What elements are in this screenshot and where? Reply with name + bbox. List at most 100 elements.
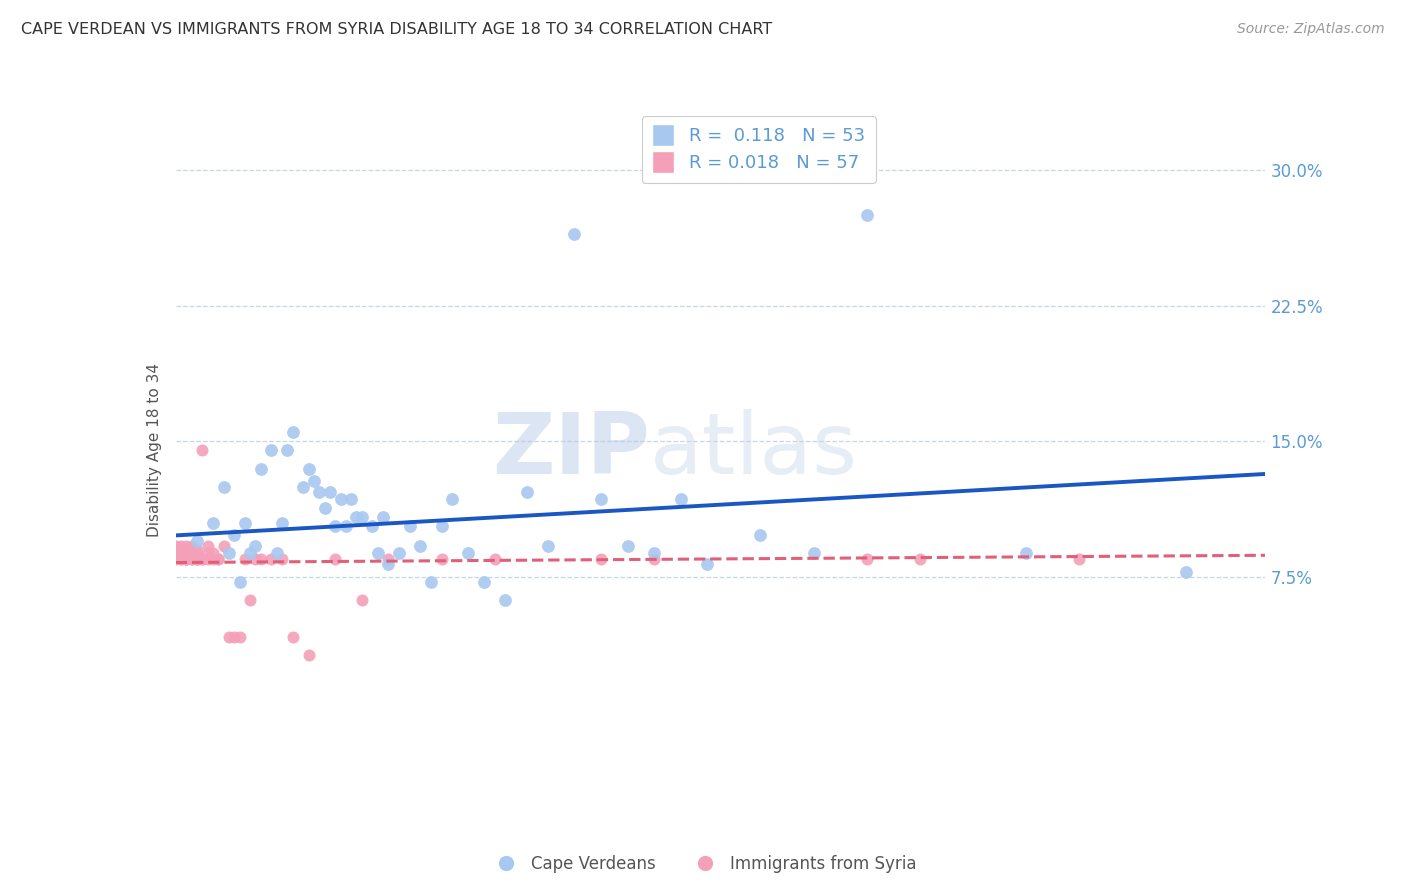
- Point: [186, 552, 208, 566]
- Point: [643, 552, 665, 566]
- Point: [207, 552, 229, 566]
- Point: [180, 552, 202, 566]
- Point: [564, 227, 586, 241]
- Point: [186, 546, 208, 561]
- Point: [314, 501, 336, 516]
- Point: [589, 492, 612, 507]
- Point: [271, 552, 294, 566]
- Point: [302, 474, 325, 488]
- Point: [298, 648, 321, 662]
- Point: [1174, 565, 1197, 579]
- Point: [260, 443, 283, 458]
- Point: [643, 546, 665, 561]
- Point: [191, 552, 214, 566]
- Point: [335, 519, 357, 533]
- Point: [233, 552, 256, 566]
- Point: [271, 516, 294, 530]
- Point: [165, 546, 187, 561]
- Point: [218, 630, 240, 644]
- Point: [186, 542, 208, 557]
- Point: [170, 552, 193, 566]
- Point: [176, 539, 198, 553]
- Point: [589, 552, 612, 566]
- Point: [224, 630, 246, 644]
- Point: [398, 519, 420, 533]
- Point: [346, 510, 368, 524]
- Point: [218, 546, 240, 561]
- Point: [197, 539, 219, 553]
- Point: [186, 533, 208, 548]
- Point: [249, 461, 271, 475]
- Point: [908, 552, 931, 566]
- Point: [803, 546, 825, 561]
- Point: [323, 552, 346, 566]
- Point: [197, 546, 219, 561]
- Legend: Cape Verdeans, Immigrants from Syria: Cape Verdeans, Immigrants from Syria: [482, 848, 924, 880]
- Point: [228, 630, 250, 644]
- Point: [249, 552, 271, 566]
- Point: [669, 492, 692, 507]
- Point: [212, 480, 235, 494]
- Point: [212, 539, 235, 553]
- Point: [191, 443, 214, 458]
- Point: [367, 546, 389, 561]
- Point: [176, 552, 198, 566]
- Point: [180, 542, 202, 557]
- Point: [298, 461, 321, 475]
- Point: [170, 542, 193, 557]
- Point: [388, 546, 411, 561]
- Point: [165, 539, 187, 553]
- Point: [245, 552, 267, 566]
- Point: [1069, 552, 1091, 566]
- Point: [457, 546, 479, 561]
- Point: [1015, 546, 1038, 561]
- Text: ZIP: ZIP: [492, 409, 650, 492]
- Point: [245, 539, 267, 553]
- Point: [537, 539, 560, 553]
- Point: [484, 552, 506, 566]
- Point: [350, 593, 373, 607]
- Point: [228, 575, 250, 590]
- Point: [419, 575, 441, 590]
- Point: [340, 492, 363, 507]
- Point: [176, 542, 198, 557]
- Point: [329, 492, 352, 507]
- Point: [430, 552, 453, 566]
- Point: [855, 552, 877, 566]
- Point: [323, 519, 346, 533]
- Point: [170, 552, 193, 566]
- Point: [276, 443, 298, 458]
- Text: CAPE VERDEAN VS IMMIGRANTS FROM SYRIA DISABILITY AGE 18 TO 34 CORRELATION CHART: CAPE VERDEAN VS IMMIGRANTS FROM SYRIA DI…: [21, 22, 772, 37]
- Point: [176, 552, 198, 566]
- Point: [201, 516, 224, 530]
- Point: [201, 546, 224, 561]
- Y-axis label: Disability Age 18 to 34: Disability Age 18 to 34: [146, 363, 162, 538]
- Point: [176, 546, 198, 561]
- Point: [207, 552, 229, 566]
- Point: [494, 593, 516, 607]
- Point: [696, 558, 718, 572]
- Point: [371, 510, 394, 524]
- Text: Source: ZipAtlas.com: Source: ZipAtlas.com: [1237, 22, 1385, 37]
- Point: [281, 630, 304, 644]
- Point: [170, 539, 193, 553]
- Point: [233, 516, 256, 530]
- Point: [377, 552, 399, 566]
- Point: [191, 552, 214, 566]
- Text: atlas: atlas: [650, 409, 858, 492]
- Point: [180, 552, 202, 566]
- Point: [180, 539, 202, 553]
- Point: [165, 542, 187, 557]
- Point: [170, 546, 193, 561]
- Point: [409, 539, 432, 553]
- Point: [165, 552, 187, 566]
- Point: [224, 528, 246, 542]
- Point: [186, 552, 208, 566]
- Point: [472, 575, 495, 590]
- Point: [377, 558, 399, 572]
- Point: [749, 528, 772, 542]
- Point: [361, 519, 384, 533]
- Point: [350, 510, 373, 524]
- Point: [292, 480, 315, 494]
- Point: [319, 485, 342, 500]
